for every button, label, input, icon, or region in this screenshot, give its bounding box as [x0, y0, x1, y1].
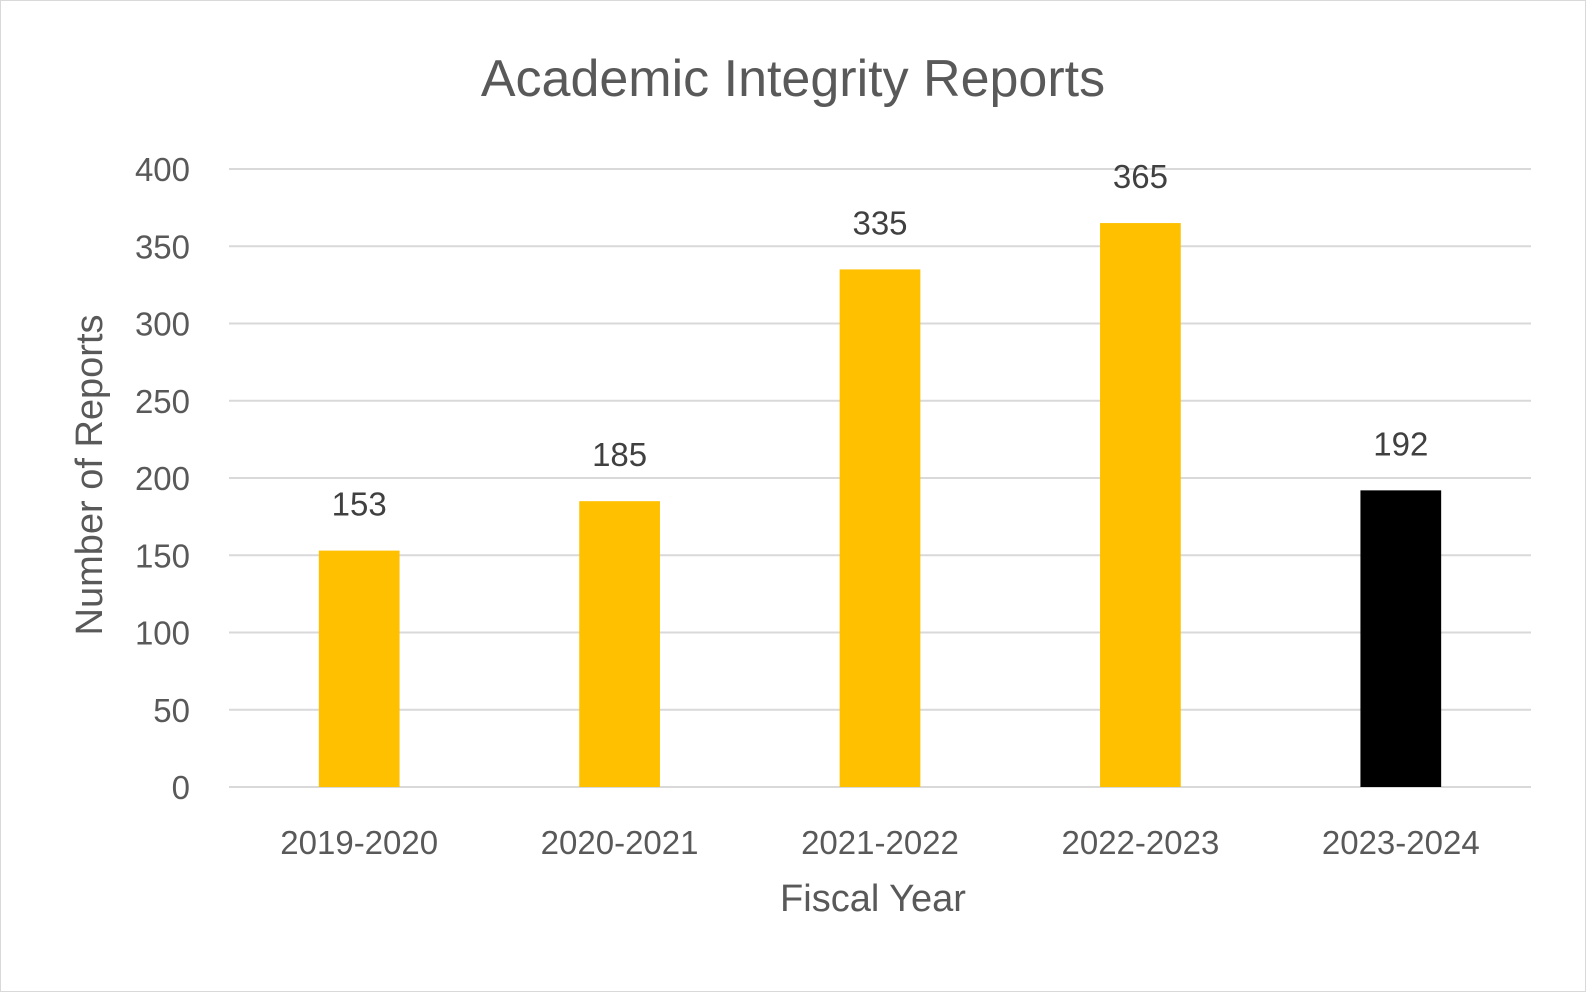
x-axis-title: Fiscal Year — [780, 878, 966, 920]
y-tick-label: 250 — [135, 383, 190, 420]
bar — [318, 550, 400, 787]
bar — [579, 501, 660, 787]
data-labels: 153 185 335 365 192 — [332, 158, 1429, 523]
y-axis-ticks: 0 50 100 150 200 250 300 350 400 — [135, 151, 190, 806]
x-axis-ticks: 2019-2020 2020-2021 2021-2022 2022-2023 2023… — [280, 824, 1479, 861]
x-tick-label: 2020-2021 — [541, 824, 699, 861]
data-label: 192 — [1373, 425, 1428, 462]
y-tick-label: 0 — [172, 769, 190, 806]
x-tick-label: 2023-2024 — [1322, 824, 1480, 861]
y-tick-label: 100 — [135, 615, 190, 652]
y-tick-label: 200 — [135, 460, 190, 497]
chart-title: Academic Integrity Reports — [481, 50, 1105, 108]
y-tick-label: 50 — [153, 692, 190, 729]
y-tick-label: 400 — [135, 151, 190, 188]
y-axis-title: Number of Reports — [69, 314, 111, 635]
data-label: 185 — [592, 436, 647, 473]
y-tick-label: 350 — [135, 228, 190, 265]
bar — [1360, 490, 1442, 787]
bar — [1100, 223, 1181, 787]
bars — [318, 223, 1442, 787]
data-label: 153 — [332, 486, 387, 523]
x-tick-label: 2021-2022 — [801, 824, 959, 861]
x-tick-label: 2019-2020 — [280, 824, 438, 861]
data-label: 365 — [1113, 158, 1168, 195]
y-tick-label: 150 — [135, 537, 190, 574]
bar — [839, 269, 921, 787]
y-tick-label: 300 — [135, 306, 190, 343]
x-tick-label: 2022-2023 — [1061, 824, 1219, 861]
data-label: 335 — [852, 204, 907, 241]
